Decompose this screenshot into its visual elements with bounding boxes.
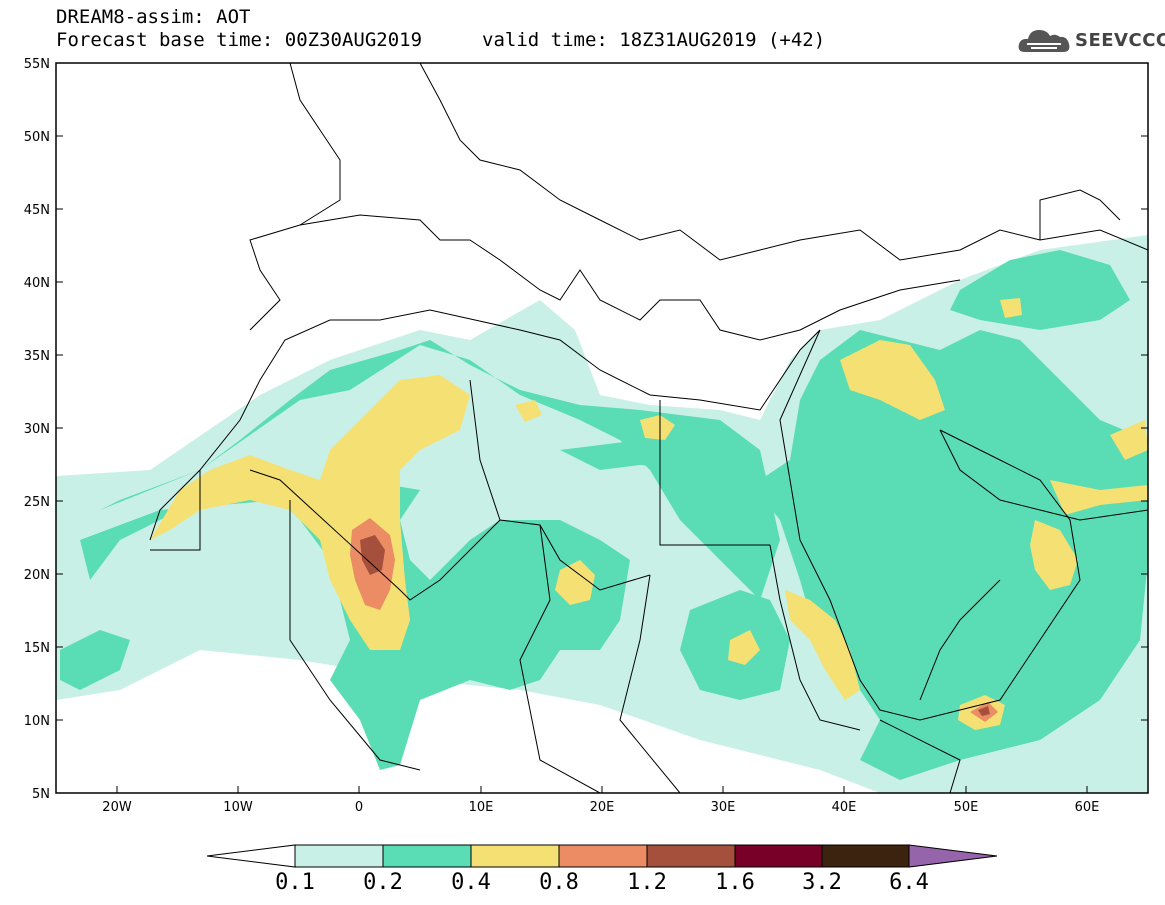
coastlines — [149, 63, 1148, 793]
seevccc-logo: SEEVCCC — [1017, 24, 1165, 58]
lat-label: 15N — [24, 641, 50, 656]
lon-label: 20E — [590, 800, 615, 815]
longitude-labels: 20W 10W 0 10E 20E 30E 40E 50E 60E — [102, 800, 1099, 815]
lat-label: 50N — [24, 130, 50, 145]
lat-label: 25N — [24, 495, 50, 510]
logo-text: SEEVCCC — [1075, 30, 1165, 51]
colorbar-over-triangle — [908, 844, 998, 868]
colorbar-under-triangle — [206, 844, 296, 868]
colorbar-label: 1.6 — [715, 870, 755, 895]
colorbar-bin — [646, 844, 736, 868]
title-base-time: Forecast base time: 00Z30AUG2019 — [56, 29, 423, 51]
aot-field — [56, 235, 1148, 793]
lon-label: 0 — [355, 800, 363, 815]
colorbar-label: 0.2 — [363, 870, 403, 895]
colorbar-label: 3.2 — [802, 870, 842, 895]
lat-label: 55N — [24, 57, 50, 72]
lat-label: 40N — [24, 276, 50, 291]
colorbar-label: 0.4 — [451, 870, 491, 895]
title-valid-time: valid time: 18Z31AUG2019 (+42) — [482, 29, 826, 51]
lon-label: 20W — [102, 800, 132, 815]
colorbar-bin — [382, 844, 472, 868]
lat-label: 30N — [24, 422, 50, 437]
colorbar-label: 0.8 — [539, 870, 579, 895]
lon-label: 10W — [223, 800, 253, 815]
latitude-labels: 55N 50N 45N 40N 35N 30N 25N 20N 15N 10N … — [24, 57, 50, 802]
lon-label: 30E — [711, 800, 736, 815]
colorbar-bin — [821, 844, 910, 868]
lon-label: 50E — [954, 800, 979, 815]
colorbar — [206, 844, 998, 868]
colorbar-label: 1.2 — [627, 870, 667, 895]
lon-label: 10E — [469, 800, 494, 815]
colorbar-label: 0.1 — [275, 870, 315, 895]
lat-label: 5N — [32, 787, 50, 802]
lat-label: 20N — [24, 568, 50, 583]
lat-label: 45N — [24, 203, 50, 218]
lat-label: 10N — [24, 714, 50, 729]
colorbar-label: 6.4 — [889, 870, 929, 895]
lon-label: 60E — [1075, 800, 1100, 815]
axis-ticks — [56, 62, 1148, 793]
title-product: DREAM8-assim: AOT — [56, 6, 251, 28]
colorbar-bin — [558, 844, 648, 868]
colorbar-bin — [294, 844, 384, 868]
cloud-icon — [1018, 30, 1070, 52]
colorbar-bin — [470, 844, 560, 868]
lon-label: 40E — [832, 800, 857, 815]
colorbar-bin — [734, 844, 823, 868]
lat-label: 35N — [24, 349, 50, 364]
